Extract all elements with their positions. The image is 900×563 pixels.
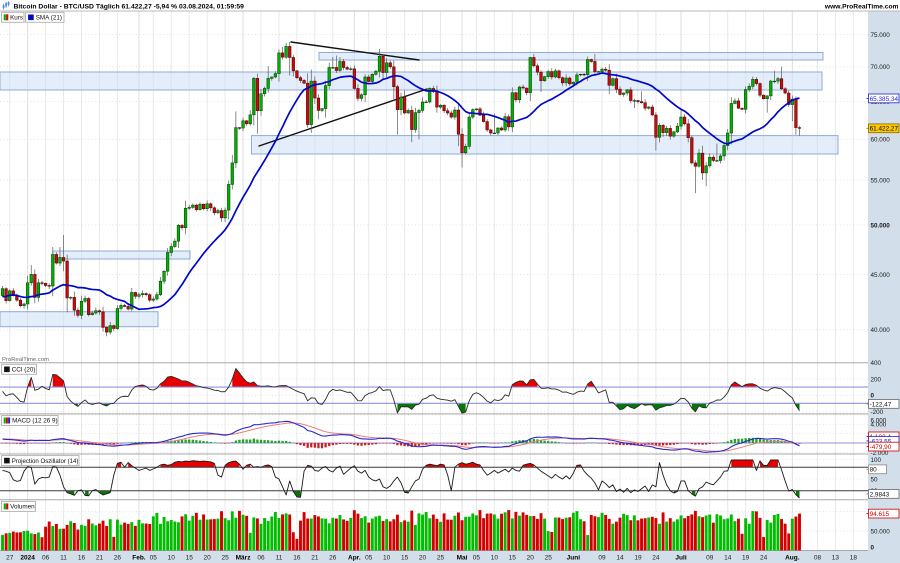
svg-text:0: 0 bbox=[871, 393, 875, 400]
svg-text:CCI (20): CCI (20) bbox=[12, 367, 36, 374]
svg-text:Mai: Mai bbox=[457, 555, 468, 562]
svg-text:2,9843: 2,9843 bbox=[870, 491, 890, 498]
svg-text:11: 11 bbox=[276, 555, 283, 562]
svg-text:Volumen: Volumen bbox=[10, 504, 35, 511]
svg-text:Apr.: Apr. bbox=[348, 555, 361, 562]
svg-text:-200: -200 bbox=[871, 409, 884, 416]
svg-text:2024: 2024 bbox=[20, 555, 35, 562]
svg-text:Projection Oszillator (14): Projection Oszillator (14) bbox=[12, 458, 79, 465]
svg-text:20: 20 bbox=[527, 555, 535, 562]
svg-text:-479,90: -479,90 bbox=[870, 444, 892, 451]
svg-text:05: 05 bbox=[150, 555, 158, 562]
svg-text:75.000: 75.000 bbox=[871, 32, 891, 39]
svg-text:25: 25 bbox=[545, 555, 553, 562]
svg-text:10: 10 bbox=[168, 555, 176, 562]
svg-text:50: 50 bbox=[871, 476, 879, 483]
svg-text:26: 26 bbox=[114, 555, 122, 562]
svg-text:Juni: Juni bbox=[567, 555, 581, 562]
svg-text:80: 80 bbox=[870, 467, 878, 474]
svg-text:Aug.: Aug. bbox=[785, 555, 800, 562]
svg-text:15: 15 bbox=[401, 555, 409, 562]
svg-text:05: 05 bbox=[365, 555, 373, 562]
svg-text:20: 20 bbox=[419, 555, 427, 562]
svg-text:06: 06 bbox=[42, 555, 50, 562]
svg-text:-2.000: -2.000 bbox=[871, 450, 889, 457]
svg-text:25: 25 bbox=[221, 555, 229, 562]
svg-text:Bitcoin Dollar - BTC/USD Tägli: Bitcoin Dollar - BTC/USD Täglich 61.422,… bbox=[14, 3, 245, 10]
svg-text:100: 100 bbox=[871, 457, 882, 464]
svg-text:-623,55: -623,55 bbox=[870, 438, 892, 445]
svg-text:40.000: 40.000 bbox=[871, 327, 891, 334]
svg-text:16: 16 bbox=[293, 555, 301, 562]
svg-text:Kurs: Kurs bbox=[10, 15, 23, 22]
svg-text:19: 19 bbox=[742, 555, 750, 562]
svg-text:20: 20 bbox=[204, 555, 212, 562]
svg-text:März: März bbox=[236, 555, 252, 562]
svg-text:18: 18 bbox=[850, 555, 858, 562]
svg-text:200: 200 bbox=[871, 376, 882, 383]
svg-text:27: 27 bbox=[6, 555, 14, 562]
svg-text:60.000: 60.000 bbox=[871, 137, 891, 144]
svg-text:70.000: 70.000 bbox=[871, 64, 891, 71]
svg-text:08: 08 bbox=[814, 555, 822, 562]
svg-text:19: 19 bbox=[634, 555, 642, 562]
svg-text:55.000: 55.000 bbox=[871, 178, 891, 185]
svg-text:09: 09 bbox=[706, 555, 714, 562]
svg-text:Feb.: Feb. bbox=[132, 555, 146, 562]
svg-text:Juli: Juli bbox=[675, 555, 686, 562]
svg-text:11: 11 bbox=[60, 555, 67, 562]
svg-text:13: 13 bbox=[832, 555, 840, 562]
svg-text:10: 10 bbox=[491, 555, 499, 562]
svg-text:06: 06 bbox=[257, 555, 265, 562]
svg-text:09: 09 bbox=[598, 555, 606, 562]
svg-text:0: 0 bbox=[871, 544, 875, 551]
svg-text:45.000: 45.000 bbox=[871, 272, 891, 279]
svg-text:24: 24 bbox=[652, 555, 660, 562]
svg-text:94.615: 94.615 bbox=[870, 511, 890, 518]
svg-text:14: 14 bbox=[724, 555, 732, 562]
svg-text:4.000: 4.000 bbox=[871, 422, 887, 429]
svg-text:www.ProRealTime.com: www.ProRealTime.com bbox=[824, 3, 899, 10]
svg-text:14: 14 bbox=[616, 555, 624, 562]
svg-text:15: 15 bbox=[509, 555, 517, 562]
svg-text:21: 21 bbox=[96, 555, 104, 562]
svg-text:21: 21 bbox=[311, 555, 319, 562]
svg-text:50.000: 50.000 bbox=[871, 528, 891, 535]
svg-text:24: 24 bbox=[760, 555, 768, 562]
svg-text:10: 10 bbox=[383, 555, 391, 562]
svg-text:65.385,34: 65.385,34 bbox=[870, 96, 899, 103]
svg-text:-122,47: -122,47 bbox=[870, 401, 892, 408]
svg-text:MACD (12 26 9): MACD (12 26 9) bbox=[12, 418, 58, 425]
svg-text:26: 26 bbox=[329, 555, 337, 562]
svg-text:25: 25 bbox=[437, 555, 445, 562]
svg-text:ProRealTime.com: ProRealTime.com bbox=[2, 357, 49, 363]
svg-text:SMA (21): SMA (21) bbox=[36, 15, 62, 22]
svg-text:05: 05 bbox=[473, 555, 481, 562]
svg-text:16: 16 bbox=[78, 555, 86, 562]
svg-text:400: 400 bbox=[871, 360, 882, 367]
svg-text:50.000: 50.000 bbox=[871, 222, 891, 229]
svg-text:61.422,27: 61.422,27 bbox=[870, 126, 899, 133]
svg-text:6.000: 6.000 bbox=[871, 417, 887, 424]
svg-text:15: 15 bbox=[186, 555, 194, 562]
